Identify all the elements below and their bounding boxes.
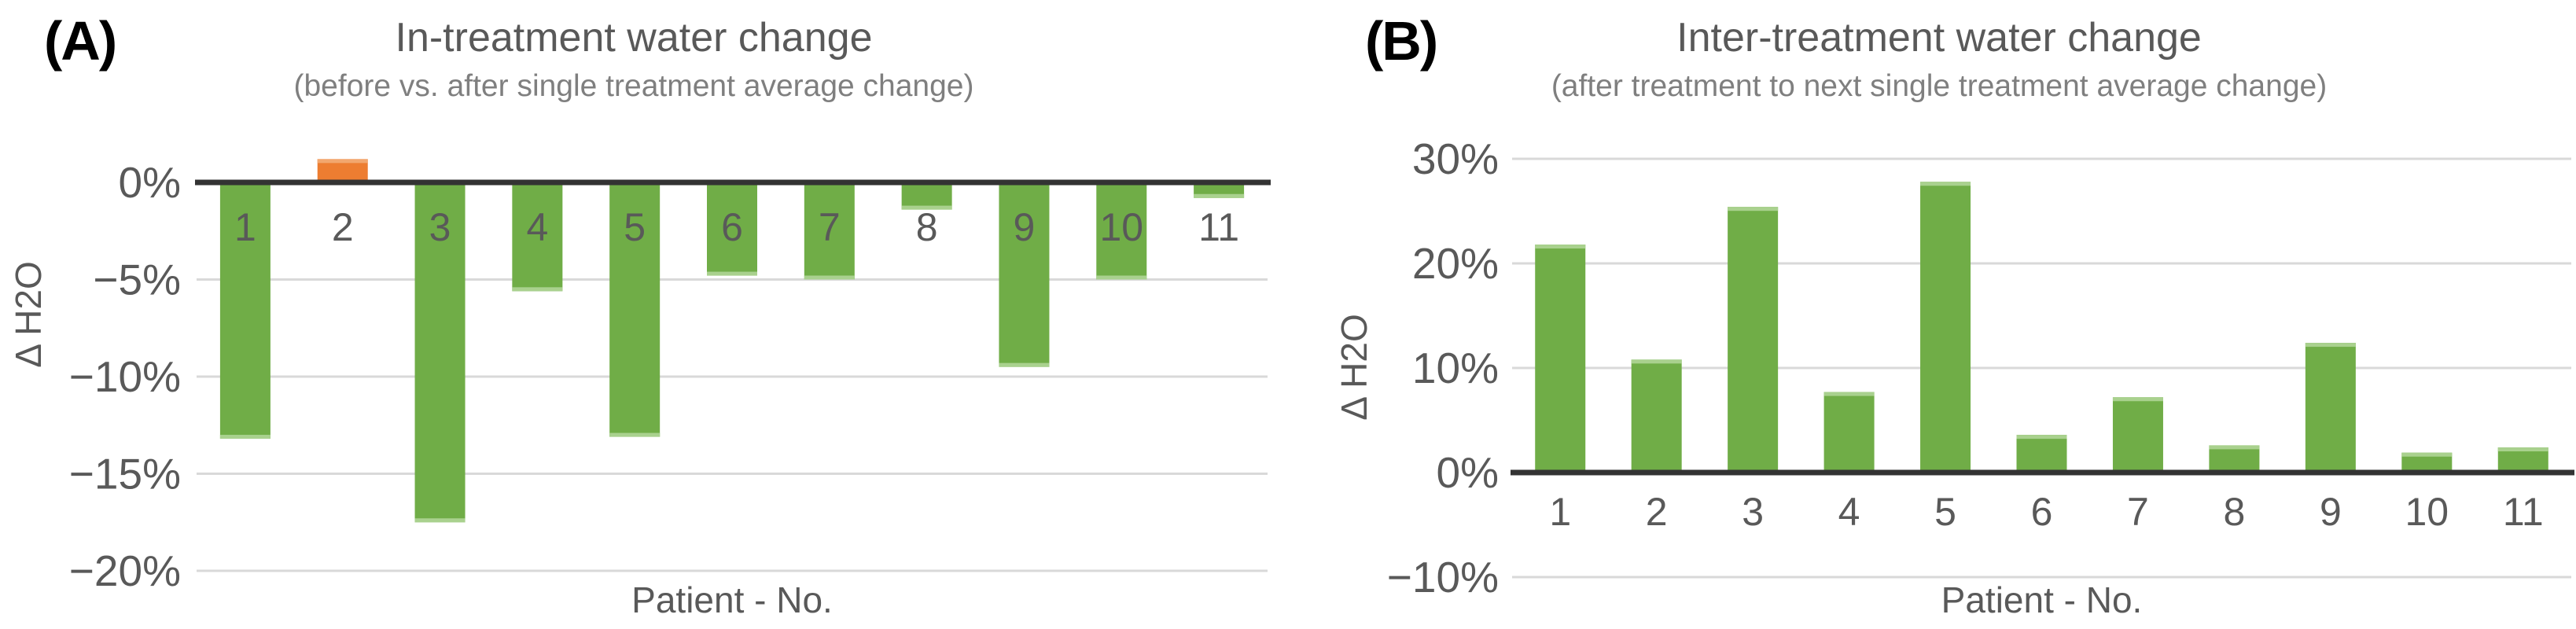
bar-edge-B-6 — [2016, 435, 2067, 440]
bar-edge-B-2 — [1631, 359, 1682, 364]
bar-edge-A-9 — [999, 362, 1050, 367]
category-label-B-2: 2 — [1646, 490, 1668, 534]
bar-edge-A-8 — [901, 205, 952, 210]
bar-edge-B-9 — [2305, 343, 2356, 348]
bar-edge-A-11 — [1194, 193, 1245, 198]
category-label-A-6: 6 — [721, 205, 743, 249]
bar-edge-A-5 — [609, 432, 661, 437]
category-label-B-6: 6 — [2031, 490, 2053, 534]
y-tick-label-A-0: 0% — [119, 158, 182, 207]
category-label-B-10: 10 — [2405, 490, 2449, 534]
category-label-B-5: 5 — [1934, 490, 1956, 534]
category-label-A-10: 10 — [1099, 205, 1143, 249]
y-tick-label-A--20: −20% — [69, 546, 181, 595]
category-label-B-4: 4 — [1838, 490, 1860, 534]
category-label-B-9: 9 — [2320, 490, 2342, 534]
panel-b-subtitle: (after treatment to next single treatmen… — [1551, 69, 2328, 103]
bar-A-patient-3 — [414, 182, 466, 523]
y-tick-label-A--10: −10% — [69, 352, 181, 401]
bar-edge-B-7 — [2112, 397, 2163, 402]
bar-A-patient-6 — [707, 182, 757, 276]
y-tick-label-A--5: −5% — [93, 256, 181, 304]
panel-b-title: Inter-treatment water change — [1676, 15, 2202, 61]
bar-B-patient-3 — [1728, 207, 1779, 473]
category-label-A-3: 3 — [429, 205, 451, 249]
category-label-A-8: 8 — [916, 205, 938, 249]
panel-a-label: (A) — [44, 10, 117, 72]
bar-B-patient-2 — [1631, 359, 1682, 473]
bar-A-patient-1 — [219, 182, 270, 440]
gridline-A--15 — [197, 473, 1268, 475]
gridline-A--20 — [197, 569, 1268, 572]
gridline-B--10 — [1512, 576, 2571, 579]
panel-a-x-axis-title: Patient - No. — [631, 579, 833, 620]
panel-b-x-axis-title: Patient - No. — [1941, 579, 2143, 620]
zero-axis-line-B — [1511, 469, 2574, 476]
category-label-A-2: 2 — [332, 205, 354, 249]
bar-A-patient-7 — [804, 182, 855, 280]
y-tick-label-B-30: 30% — [1412, 134, 1499, 183]
bar-B-patient-1 — [1535, 245, 1586, 473]
bar-B-patient-4 — [1823, 392, 1875, 473]
category-label-A-11: 11 — [1198, 205, 1239, 249]
y-tick-label-A--15: −15% — [69, 450, 181, 498]
y-tick-label-B-20: 20% — [1412, 239, 1499, 288]
y-tick-label-B-10: 10% — [1412, 344, 1499, 392]
bar-A-patient-4 — [512, 182, 563, 292]
panel-a-title: In-treatment water change — [395, 15, 873, 61]
category-label-B-3: 3 — [1742, 490, 1764, 534]
bar-A-patient-8 — [901, 182, 952, 210]
gridline-A--5 — [197, 278, 1268, 281]
category-label-B-11: 11 — [2503, 490, 2544, 534]
zero-axis-line-A — [195, 179, 1271, 186]
gridline-B-20 — [1512, 262, 2571, 265]
bar-A-patient-9 — [999, 182, 1050, 367]
category-label-A-5: 5 — [624, 205, 646, 249]
bar-edge-B-5 — [1920, 182, 1971, 186]
bar-A-patient-5 — [609, 182, 661, 437]
category-label-B-8: 8 — [2224, 490, 2246, 534]
bar-edge-A-4 — [512, 287, 563, 292]
panel-a-subtitle: (before vs. after single treatment avera… — [293, 69, 974, 103]
bar-edge-B-8 — [2209, 445, 2260, 450]
bar-edge-B-3 — [1728, 207, 1779, 212]
bar-B-patient-5 — [1920, 182, 1971, 473]
y-tick-label-B--10: −10% — [1387, 553, 1499, 601]
gridline-B-10 — [1512, 366, 2571, 370]
category-label-A-4: 4 — [526, 205, 548, 249]
category-label-A-9: 9 — [1014, 205, 1036, 249]
bar-edge-A-6 — [707, 271, 757, 276]
bar-edge-B-10 — [2401, 452, 2453, 457]
bar-A-patient-10 — [1096, 182, 1147, 280]
gridline-A--10 — [197, 375, 1268, 378]
bar-edge-B-4 — [1823, 392, 1875, 396]
bar-B-patient-9 — [2305, 343, 2356, 473]
bar-B-patient-11 — [2497, 447, 2548, 473]
panel-a-y-axis-title: Δ H2O — [8, 261, 49, 368]
category-label-B-1: 1 — [1549, 490, 1571, 534]
gridline-B-30 — [1512, 157, 2571, 160]
category-label-B-7: 7 — [2127, 490, 2149, 534]
bar-edge-A-3 — [414, 518, 466, 523]
bar-B-patient-8 — [2209, 445, 2260, 473]
y-tick-label-B-0: 0% — [1437, 448, 1500, 497]
category-label-A-7: 7 — [819, 205, 841, 249]
bar-edge-B-11 — [2497, 447, 2548, 452]
panel-b-label: (B) — [1365, 10, 1438, 72]
bar-edge-A-7 — [804, 275, 855, 280]
bar-B-patient-6 — [2016, 435, 2067, 473]
bar-edge-B-1 — [1535, 245, 1586, 249]
bar-B-patient-7 — [2112, 397, 2163, 473]
bar-edge-A-2 — [317, 159, 368, 164]
panel-b-y-axis-title: Δ H2O — [1334, 314, 1374, 421]
bar-edge-A-10 — [1096, 275, 1147, 280]
category-label-A-1: 1 — [234, 205, 256, 249]
bar-edge-A-1 — [219, 435, 270, 440]
